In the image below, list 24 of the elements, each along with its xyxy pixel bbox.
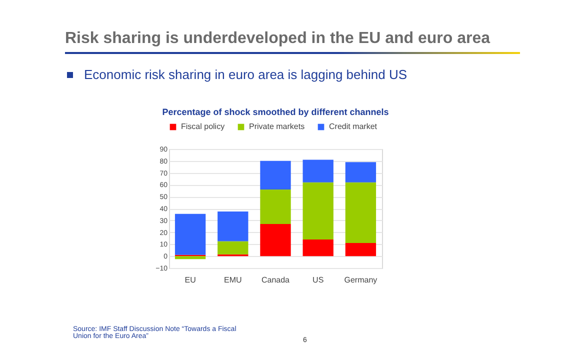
bar bbox=[260, 224, 291, 256]
bar bbox=[302, 239, 334, 256]
bar bbox=[174, 256, 206, 260]
bar bbox=[302, 182, 334, 240]
bar bbox=[218, 211, 248, 242]
bar bbox=[260, 160, 291, 190]
bar bbox=[260, 189, 291, 224]
chart-title: Percentage of shock smoothed by different channels bbox=[162, 107, 389, 117]
bar bbox=[218, 241, 248, 254]
x-tick-label: EU bbox=[184, 276, 196, 284]
text: Economic risk sharing in euro area is lagging behind US bbox=[84, 67, 408, 82]
x-tick-label: EMU bbox=[224, 276, 242, 284]
legend-label: Private markets bbox=[249, 122, 305, 131]
x-tick-label: Canada bbox=[261, 276, 290, 284]
legend-label: Credit market bbox=[329, 122, 378, 131]
bar bbox=[345, 243, 376, 256]
bar bbox=[174, 214, 206, 255]
legend-label: Fiscal policy bbox=[181, 122, 225, 131]
x-tick-label: US bbox=[312, 276, 324, 284]
text: Risk sharing is underdeveloped in the EU and euro area bbox=[65, 30, 490, 48]
x-tick-label: Germany bbox=[344, 276, 378, 284]
bar bbox=[302, 160, 334, 182]
bar bbox=[345, 182, 376, 244]
bar bbox=[345, 162, 376, 182]
